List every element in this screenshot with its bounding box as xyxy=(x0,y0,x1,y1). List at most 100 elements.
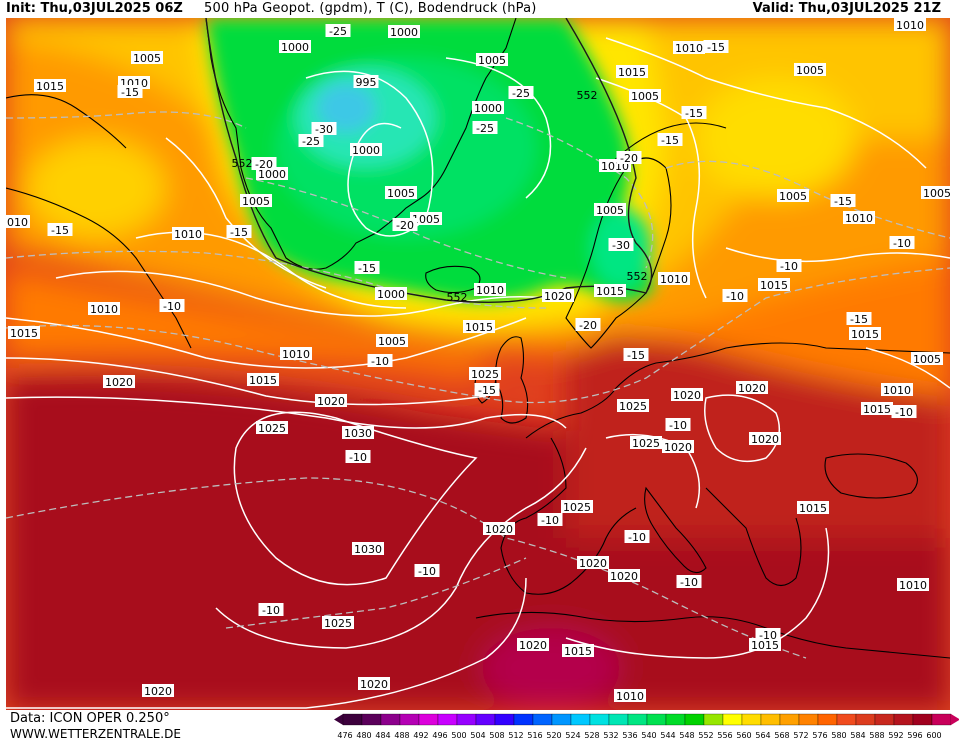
pressure-label: 1020 xyxy=(358,677,390,691)
svg-text:1020: 1020 xyxy=(673,389,701,402)
temperature-label: -15 xyxy=(474,383,500,397)
pressure-label: 1020 xyxy=(542,289,574,303)
pressure-label: 995 xyxy=(353,75,379,89)
svg-text:1030: 1030 xyxy=(344,427,372,440)
temperature-label: -10 xyxy=(891,405,917,419)
svg-text:1015: 1015 xyxy=(618,66,646,79)
svg-text:-10: -10 xyxy=(541,514,559,527)
legend-swatch xyxy=(437,713,458,726)
svg-text:1015: 1015 xyxy=(751,639,779,652)
legend-swatch xyxy=(380,713,401,726)
svg-text:-20: -20 xyxy=(396,219,414,232)
legend-label: 500 xyxy=(451,731,466,740)
svg-text:-30: -30 xyxy=(315,123,333,136)
svg-text:-25: -25 xyxy=(302,135,320,148)
temperature-label: -15 xyxy=(226,225,252,239)
geopotential-label: 552 xyxy=(627,270,648,283)
legend-swatch xyxy=(741,713,762,726)
legend-label: 548 xyxy=(679,731,694,740)
legend-swatch xyxy=(456,713,477,726)
svg-text:1010: 1010 xyxy=(282,348,310,361)
svg-text:-10: -10 xyxy=(349,451,367,464)
svg-text:1025: 1025 xyxy=(258,422,286,435)
temperature-label: -10 xyxy=(722,289,748,303)
pressure-label: 1000 xyxy=(472,101,504,115)
temperature-label: -10 xyxy=(414,564,440,578)
pressure-label: 1010 xyxy=(280,347,312,361)
pressure-label: 1010 xyxy=(658,272,690,286)
svg-text:-20: -20 xyxy=(255,158,273,171)
legend-label: 588 xyxy=(869,731,884,740)
temperature-label: -15 xyxy=(117,85,143,99)
svg-text:1020: 1020 xyxy=(579,557,607,570)
legend-swatch xyxy=(912,713,933,726)
svg-text:1010: 1010 xyxy=(883,384,911,397)
legend-swatch xyxy=(855,713,876,726)
website-link[interactable]: WWW.WETTERZENTRALE.DE xyxy=(10,727,181,741)
svg-text:-10: -10 xyxy=(895,406,913,419)
pressure-label: 1000 xyxy=(388,25,420,39)
pressure-label: 1025 xyxy=(322,616,354,630)
svg-text:-15: -15 xyxy=(51,224,69,237)
temperature-label: -15 xyxy=(830,194,856,208)
svg-text:-10: -10 xyxy=(669,419,687,432)
temperature-label: -20 xyxy=(392,218,418,232)
pressure-label: 1005 xyxy=(911,352,943,366)
legend-label: 552 xyxy=(698,731,713,740)
pressure-label: 1000 xyxy=(375,287,407,301)
temperature-label: -20 xyxy=(575,318,601,332)
weather-map[interactable]: 1000 1000 1005 1010 1015 995 1005 1000 1000 1000 1… xyxy=(6,18,950,710)
pressure-label: 1020 xyxy=(103,375,135,389)
temperature-label: -20 xyxy=(616,151,642,165)
svg-text:-25: -25 xyxy=(476,122,494,135)
pressure-label: 1005 xyxy=(376,334,408,348)
svg-text:1025: 1025 xyxy=(563,501,591,514)
geopotential-label: 552 xyxy=(577,89,598,102)
svg-text:1025: 1025 xyxy=(324,617,352,630)
svg-text:-10: -10 xyxy=(262,604,280,617)
legend-label: 584 xyxy=(850,731,865,740)
legend-swatch xyxy=(570,713,591,726)
svg-text:-20: -20 xyxy=(579,319,597,332)
legend-swatch xyxy=(608,713,629,726)
temperature-label: -15 xyxy=(354,261,380,275)
pressure-label: 1020 xyxy=(315,394,347,408)
svg-text:1005: 1005 xyxy=(779,190,807,203)
svg-text:1020: 1020 xyxy=(485,523,513,536)
svg-text:-15: -15 xyxy=(358,262,376,275)
svg-text:1025: 1025 xyxy=(632,437,660,450)
temperature-label: -10 xyxy=(755,628,781,642)
pressure-label: 1015 xyxy=(758,278,790,292)
temperature-label: -15 xyxy=(846,312,872,326)
pressure-label: 1005 xyxy=(131,51,163,65)
legend-labels: 476 480 484 488 492 496 500 504 508 512 516 520 524 5… xyxy=(337,731,941,740)
svg-text:-15: -15 xyxy=(627,349,645,362)
legend-swatch xyxy=(361,713,382,726)
svg-text:1005: 1005 xyxy=(796,64,824,77)
svg-text:1020: 1020 xyxy=(144,685,172,698)
pressure-label: 1015 xyxy=(594,284,626,298)
legend-swatch xyxy=(931,713,952,726)
temperature-label: -15 xyxy=(703,40,729,54)
legend-label: 476 xyxy=(337,731,352,740)
legend-swatch xyxy=(532,713,553,726)
pressure-label: 1005 xyxy=(594,203,626,217)
temperature-label: -25 xyxy=(472,121,498,135)
legend-swatch xyxy=(703,713,724,726)
legend-swatch xyxy=(798,713,819,726)
temperature-label: -25 xyxy=(325,24,351,38)
svg-text:-10: -10 xyxy=(371,355,389,368)
pressure-label: 1020 xyxy=(483,522,515,536)
svg-text:1020: 1020 xyxy=(360,678,388,691)
temperature-label: -10 xyxy=(889,236,915,250)
pressure-label: 1010 xyxy=(6,215,30,229)
pressure-label: 1010 xyxy=(172,227,204,241)
temperature-label: -30 xyxy=(608,238,634,252)
svg-text:-25: -25 xyxy=(329,25,347,38)
svg-text:1015: 1015 xyxy=(596,285,624,298)
legend-swatch xyxy=(836,713,857,726)
svg-text:-10: -10 xyxy=(163,300,181,313)
pressure-label: 1025 xyxy=(630,436,662,450)
legend-arrow-right xyxy=(951,714,959,725)
svg-text:-25: -25 xyxy=(512,87,530,100)
